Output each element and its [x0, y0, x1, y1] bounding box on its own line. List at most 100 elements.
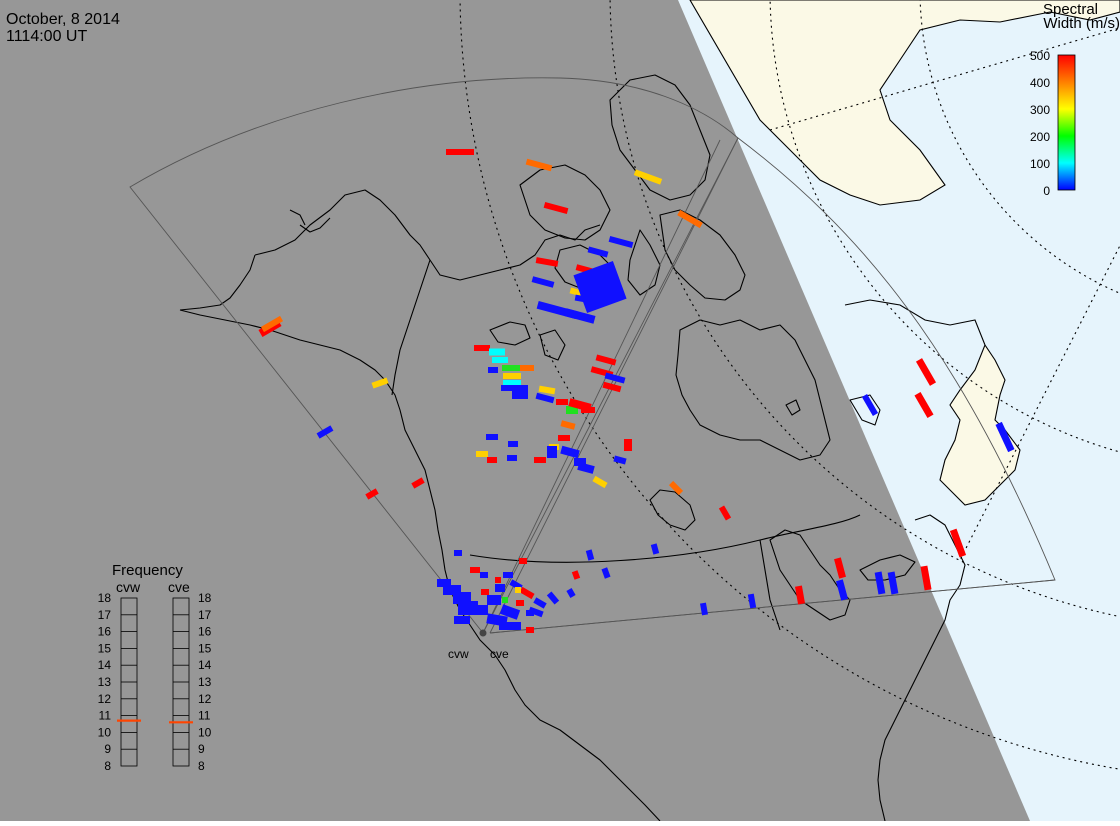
labrador-land [844, 299, 1021, 506]
echo-cell [531, 276, 555, 288]
frequency-scale: 18 18 17 17 16 16 15 15 14 14 13 13 12 12 11 11 10 10 9 9 8 8 [98, 591, 212, 773]
echo-cell [492, 357, 508, 363]
frequency-level-right: 13 [198, 675, 212, 689]
echo-cell [515, 587, 521, 593]
echo-cell [519, 558, 527, 564]
echo-cell [503, 380, 521, 386]
greenland-land [689, 0, 1120, 206]
echo-cell [486, 434, 498, 440]
colorbar-gradient [1057, 54, 1076, 191]
colorbar-tick-label: 500 [1030, 49, 1050, 63]
frequency-level-right: 16 [198, 625, 212, 639]
frequency-level-right: 10 [198, 725, 212, 739]
echo-cell [474, 345, 490, 351]
echo-cell [526, 610, 534, 616]
echo-cell [520, 365, 534, 371]
echo-cell [470, 567, 480, 573]
echo-cell [508, 441, 518, 447]
echo-cell [556, 399, 568, 405]
echo-cell [566, 406, 578, 414]
frequency-level-right: 9 [198, 742, 205, 756]
echo-cell [502, 597, 508, 603]
echo-cell [920, 565, 932, 591]
echo-cell [794, 585, 806, 605]
echo-cell [481, 589, 489, 595]
frequency-title: Frequency [112, 562, 183, 579]
frequency-level-right: 15 [198, 641, 212, 655]
colorbar-tick-label: 400 [1030, 76, 1050, 90]
echo-cell [595, 354, 617, 366]
echo-cell [535, 257, 559, 267]
frequency-panel: Frequency cvw cve 18 18 17 17 16 16 15 15 14 14 13… [98, 562, 212, 773]
frequency-level-left: 15 [98, 641, 112, 655]
echo-cell [585, 549, 595, 561]
echo-cell [718, 505, 732, 521]
echo-cell [700, 602, 708, 616]
echo-cell [488, 367, 498, 373]
echo-cell [487, 595, 501, 605]
frequency-level-left: 8 [104, 759, 111, 773]
frequency-level-right: 17 [198, 608, 212, 622]
echo-cell [472, 605, 488, 615]
boundaries [391, 259, 861, 631]
echo-cell [861, 393, 879, 417]
echo-cell [560, 445, 580, 459]
echo-cell [495, 577, 501, 583]
frequency-level-left: 11 [99, 709, 112, 723]
echo-cell [503, 572, 513, 578]
colorbar-title-line2: Width (m/s) [1043, 15, 1120, 32]
echo-cell [949, 528, 967, 558]
echo-cell [489, 348, 505, 356]
frequency-level-left: 18 [98, 591, 112, 605]
echo-cell [495, 584, 505, 592]
echo-cell [608, 235, 634, 249]
echo-cell [487, 457, 497, 463]
echo-cell [411, 477, 425, 489]
frequency-level-left: 10 [98, 725, 112, 739]
echo-cell [507, 455, 517, 461]
echo-cell [836, 579, 848, 601]
echo-cell [525, 158, 553, 172]
echo-cell [601, 567, 611, 579]
color-scale: Spectral Width (m/s) 500 400 300 200 100 0 [1030, 1, 1120, 198]
echo-cell [534, 457, 546, 463]
echo-cell [874, 571, 886, 595]
echo-cell [747, 593, 757, 609]
time-label: 1114:00 UT [6, 28, 87, 45]
echo-cell [516, 600, 524, 606]
echo-cell [546, 591, 560, 605]
echo-cell [503, 373, 521, 379]
coastlines [179, 74, 966, 822]
echo-cell [571, 570, 581, 580]
frequency-level-left: 14 [98, 658, 112, 672]
frequency-right-label: cve [168, 579, 190, 595]
echo-cell [834, 557, 846, 579]
frequency-level-right: 8 [198, 759, 205, 773]
echo-cell [613, 455, 627, 465]
latitude-grid [459, 0, 1120, 770]
night-side [0, 0, 1030, 821]
echo-cell [543, 201, 569, 215]
echo-cell [604, 372, 626, 384]
echo-cell [454, 550, 462, 556]
echo-cell [677, 209, 703, 229]
echo-cell [365, 488, 379, 500]
echo-cell [480, 572, 488, 578]
echo-cell [668, 480, 684, 496]
radar-label-east: cve [490, 647, 509, 661]
echo-cell [581, 407, 595, 413]
echo-cell [446, 149, 474, 155]
frequency-level-right: 11 [198, 709, 211, 723]
frequency-level-right: 14 [198, 658, 212, 672]
echo-cell [587, 246, 609, 258]
colorbar-tick-label: 0 [1043, 184, 1050, 198]
echo-cell [573, 261, 627, 313]
echo-cell [528, 606, 544, 618]
backscatter-echoes [258, 149, 1015, 633]
echo-cell [887, 571, 899, 595]
frequency-level-left: 17 [98, 608, 112, 622]
frequency-level-left: 13 [98, 675, 112, 689]
echo-cell [574, 458, 586, 466]
